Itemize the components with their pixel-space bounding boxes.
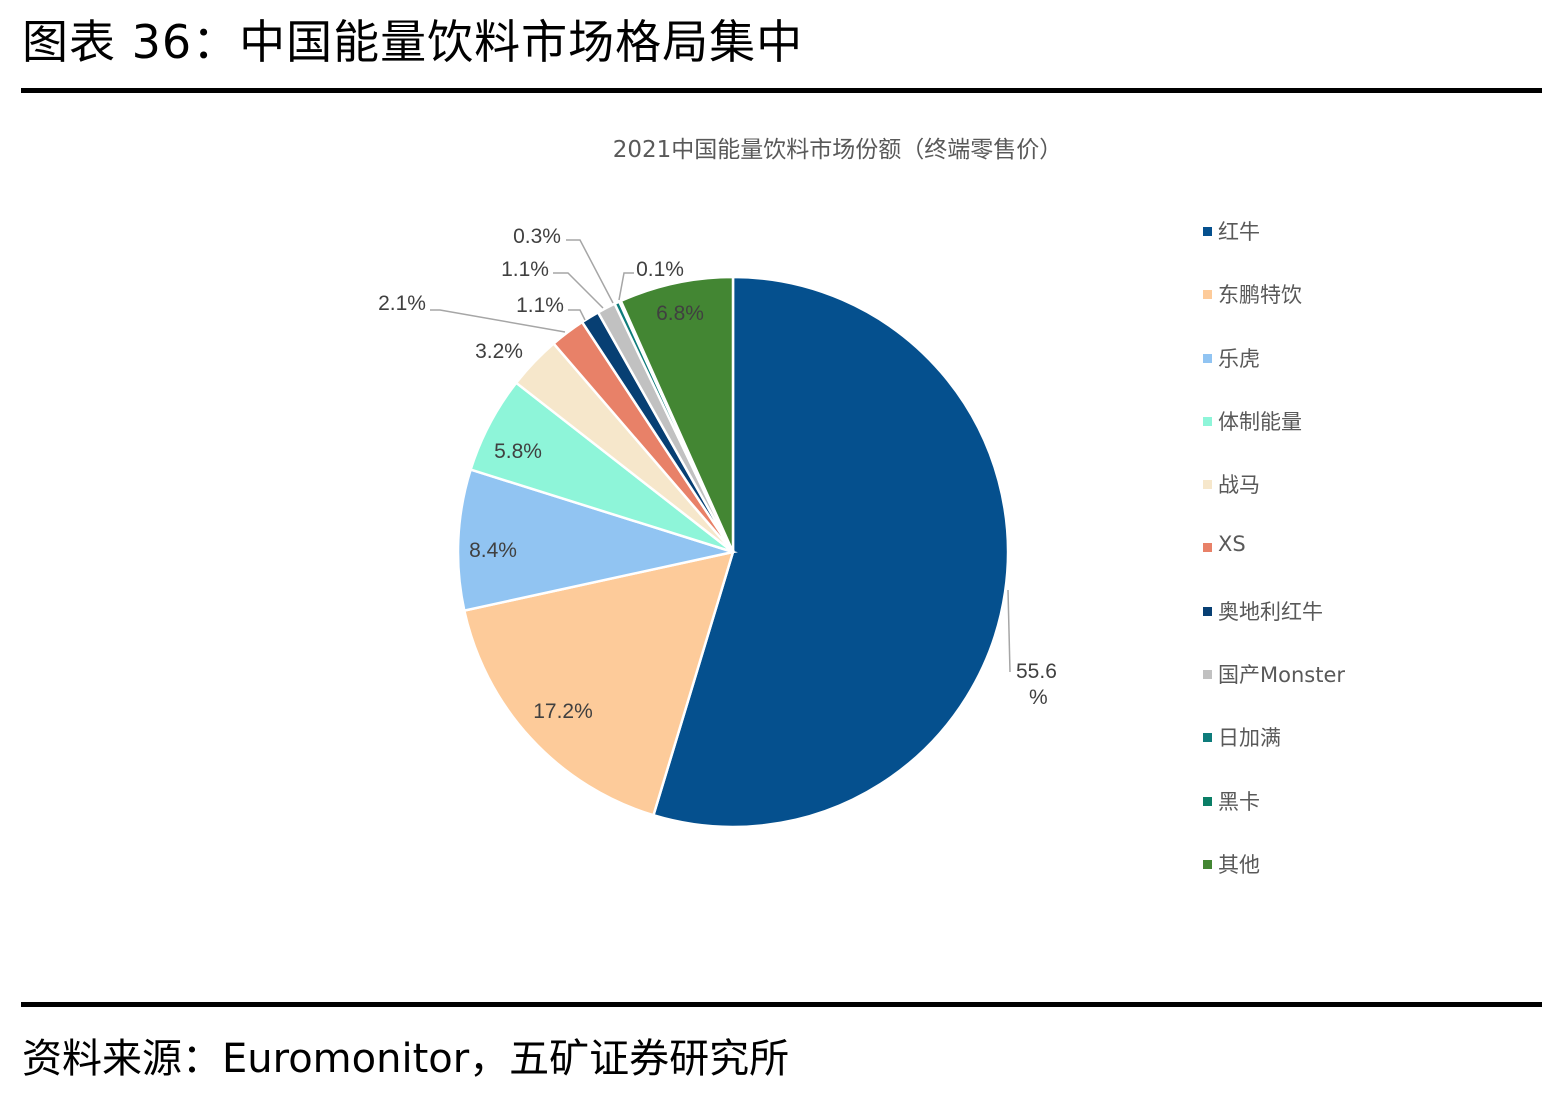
data-label: 3.2%	[475, 340, 523, 363]
legend-item: 红牛	[1203, 216, 1345, 279]
source-note: 资料来源：Euromonitor，五矿证券研究所	[22, 1036, 790, 1082]
figure-title: 图表 36：中国能量饮料市场格局集中	[22, 15, 804, 69]
legend-swatch-icon	[1203, 353, 1212, 363]
legend-item: 奥地利红牛	[1203, 596, 1345, 659]
legend-label: 其他	[1218, 852, 1260, 877]
bottom-rule	[21, 1002, 1542, 1007]
legend-item: 战马	[1203, 469, 1345, 532]
legend-item: 日加满	[1203, 722, 1345, 785]
legend-label: 黑卡	[1218, 789, 1260, 814]
pie-slice	[462, 550, 735, 817]
legend-item: 黑卡	[1203, 786, 1345, 849]
data-label: 0.1%	[636, 258, 684, 281]
legend-label: 东鹏特饮	[1218, 283, 1302, 308]
legend-swatch-icon	[1203, 859, 1212, 869]
data-label: 6.8%	[656, 302, 704, 325]
legend-label: 体制能量	[1218, 409, 1302, 434]
legend-swatch-icon	[1203, 796, 1212, 806]
data-label: 1.1%	[516, 294, 564, 317]
leader-line	[430, 309, 566, 333]
legend-swatch-icon	[1203, 416, 1212, 426]
legend-label: 乐虎	[1218, 346, 1260, 371]
legend-label: 日加满	[1218, 726, 1281, 751]
legend-swatch-icon	[1203, 606, 1212, 616]
leader-line	[566, 239, 614, 304]
leader-line	[568, 309, 586, 321]
legend-label: 国产Monster	[1218, 663, 1346, 688]
chart-title: 2021中国能量饮料市场份额（终端零售价）	[612, 137, 1063, 163]
legend-label: 战马	[1218, 473, 1260, 498]
data-label: 5.8%	[494, 440, 542, 463]
data-label: 55.6%	[1016, 660, 1057, 709]
legend-swatch-icon	[1203, 543, 1212, 553]
pie-slice	[456, 468, 738, 613]
legend-item: 体制能量	[1203, 406, 1345, 469]
legend-label: 奥地利红牛	[1218, 599, 1323, 624]
legend-swatch-icon	[1203, 480, 1212, 490]
leader-line	[618, 272, 634, 301]
pie-slice	[619, 275, 735, 553]
leader-line	[1007, 589, 1011, 673]
legend-swatch-icon	[1203, 227, 1212, 236]
legend-item: 乐虎	[1203, 343, 1345, 406]
data-label: 2.1%	[378, 292, 426, 315]
legend: 红牛 东鹏特饮 乐虎 体制能量 战马 XS 奥地利红牛 国产Monster 日加…	[1203, 216, 1345, 912]
legend-item: 其他	[1203, 849, 1345, 912]
legend-swatch-icon	[1203, 733, 1212, 743]
legend-swatch-icon	[1203, 290, 1212, 300]
data-label: 17.2%	[533, 700, 593, 723]
leader-line	[553, 272, 604, 309]
pie-slice	[651, 275, 1010, 829]
legend-item: 国产Monster	[1203, 659, 1345, 722]
top-rule	[21, 88, 1542, 93]
legend-label: XS	[1218, 532, 1246, 557]
data-label: 1.1%	[501, 258, 549, 281]
legend-swatch-icon	[1203, 670, 1212, 680]
data-label: 0.3%	[513, 225, 561, 248]
legend-item: 东鹏特饮	[1203, 279, 1345, 342]
legend-item: XS	[1203, 532, 1345, 595]
legend-label: 红牛	[1218, 220, 1260, 244]
data-label: 8.4%	[469, 539, 517, 562]
